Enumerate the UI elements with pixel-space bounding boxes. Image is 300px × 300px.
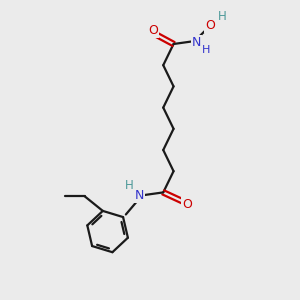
Text: O: O — [148, 24, 158, 37]
Text: O: O — [205, 19, 215, 32]
Text: H: H — [218, 10, 226, 23]
Text: H: H — [202, 46, 210, 56]
Text: N: N — [135, 189, 144, 202]
Text: O: O — [182, 198, 192, 211]
Text: H: H — [124, 179, 133, 192]
Text: N: N — [191, 36, 201, 49]
